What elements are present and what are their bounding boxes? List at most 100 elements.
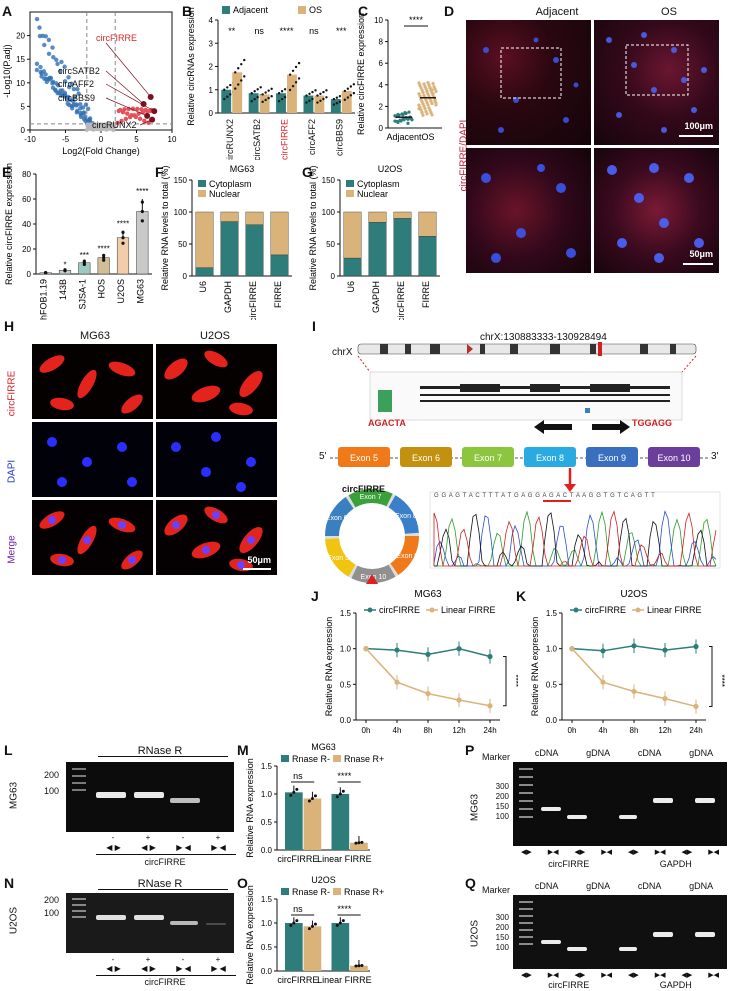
data-dot (431, 91, 435, 96)
data-dot (425, 90, 429, 94)
data-dot (292, 921, 296, 925)
bar (314, 95, 325, 113)
data-dot (313, 922, 317, 926)
y-tick-label: 0 (331, 272, 336, 281)
bar (276, 93, 286, 113)
data-dot (349, 94, 353, 97)
data-dot (357, 841, 361, 845)
up-point (119, 118, 124, 124)
panel-label-g: G (302, 164, 313, 180)
significance: ns (293, 771, 303, 781)
series-point (693, 703, 699, 710)
sanger-chromatogram (429, 491, 721, 569)
u2os-merge-image: 50μm (156, 500, 277, 575)
data-dot (360, 840, 364, 844)
data-dot (121, 236, 125, 240)
x-tick-label: U6 (346, 281, 356, 293)
x-tick-label: Linear FIRRE (317, 975, 372, 985)
legend-swatch-nuclear (346, 190, 354, 197)
down-point (38, 64, 43, 70)
x-tick-label: 0 (99, 135, 104, 144)
significance: **** (337, 904, 352, 914)
down-point (46, 51, 52, 57)
data-dot (294, 81, 298, 84)
data-dot (250, 92, 253, 95)
up-point (142, 118, 147, 123)
l-signs: - + - + (111, 833, 221, 842)
significance: **** (97, 245, 109, 254)
h-scale-line (243, 568, 271, 570)
data-dot (343, 89, 347, 93)
down-point (69, 81, 74, 86)
highlight-label: circRUNX2 (92, 120, 137, 130)
y-tick-label: 5 (21, 102, 26, 111)
legend-label: Rnase R- (292, 887, 330, 897)
y-tick-label: 1.5 (340, 609, 352, 618)
data-dot (267, 89, 270, 92)
primer-left: AGACTA (368, 418, 406, 428)
series-point (662, 647, 668, 653)
p-marker-title: Marker (482, 752, 511, 762)
down-point (46, 37, 52, 43)
p-groups: cDNA gDNA cDNA gDNA (534, 748, 714, 758)
y-tick-label: 1.0 (340, 645, 352, 654)
l-marker-100: 100 (44, 786, 60, 796)
data-dot (63, 268, 67, 272)
y-tick-label: 1.0 (261, 790, 273, 799)
panel-label-j: J (311, 588, 319, 604)
y-axis-label: Relative circRNAs expression (186, 7, 196, 126)
data-dot (292, 790, 296, 794)
significance: ** (228, 26, 236, 36)
data-dot (294, 65, 298, 69)
data-dot (289, 923, 293, 927)
y-tick-label: 1.5 (261, 895, 273, 904)
down-point (34, 67, 40, 73)
data-dot (234, 87, 237, 90)
panel-label-h: H (4, 318, 15, 334)
panel-label-l: L (4, 742, 13, 758)
locus-marker (598, 342, 602, 356)
bar-segment (368, 222, 387, 277)
significance: ns (293, 904, 303, 914)
x-tick-label: 8h (630, 726, 639, 735)
u2os-dapi-nuclei (171, 432, 256, 492)
label-leader (105, 42, 151, 98)
x-tick-label: 24h (689, 726, 702, 735)
h-col-u2os: U2OS (200, 330, 230, 342)
n-marker-100: 100 (44, 908, 60, 918)
data-dot (433, 98, 437, 103)
chart-title: MG63 (230, 164, 255, 174)
x-tick-label: GAPDH (371, 281, 381, 313)
series-point (600, 648, 606, 654)
down-point (39, 71, 44, 76)
x-tick-label: OS (421, 132, 434, 142)
data-dot (322, 97, 325, 101)
panel-label-d: D (444, 3, 455, 19)
significance: *** (80, 251, 89, 260)
data-dot (308, 92, 311, 96)
significance: **** (717, 675, 726, 687)
data-dot (403, 111, 407, 115)
data-dot (264, 98, 267, 102)
data-dot (316, 94, 319, 97)
bar (303, 95, 314, 113)
u2os-rnase-bar-chart: 0.0 0.5 1.0 1.5 Relative RNA expression U2OS R… (245, 875, 384, 985)
significance: ns (309, 26, 319, 36)
y-tick-label: 0 (183, 272, 188, 281)
data-dot (407, 110, 411, 114)
data-dot (319, 99, 322, 102)
n-signs: - + - + (111, 955, 221, 964)
x-tick-label: circAFF2 (307, 119, 317, 155)
l-gel-image (66, 762, 234, 832)
significance: *** (336, 26, 347, 36)
data-dot (82, 259, 86, 263)
x-tick-label: circFIRRE (277, 975, 318, 985)
y-tick-label: 20 (16, 32, 25, 41)
panel-label-m: M (237, 742, 249, 758)
significance: **** (409, 15, 424, 25)
panel-label-i: I (312, 318, 316, 334)
series-point (569, 646, 575, 652)
data-dot (277, 92, 281, 95)
n-cell-label: U2OS (8, 906, 20, 935)
data-dot (243, 75, 246, 78)
